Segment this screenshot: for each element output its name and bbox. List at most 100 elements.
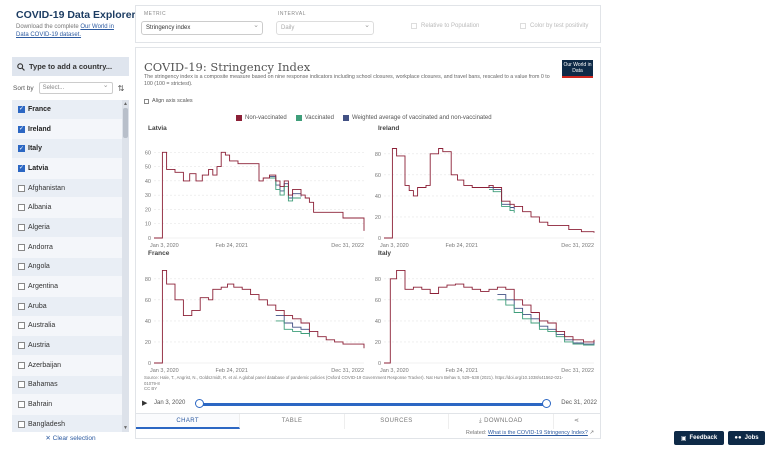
align-axis-toggle[interactable]: Align axis scales <box>144 98 193 104</box>
checked-checkbox-icon[interactable]: ✓ <box>18 125 25 133</box>
timeline-track[interactable] <box>199 403 546 406</box>
checked-checkbox-icon[interactable]: ✓ <box>18 105 25 113</box>
country-list-scrollbar[interactable]: ▲ ▼ <box>122 100 129 432</box>
chart-source: Source: Hale, T., Angrist, N., Goldszmid… <box>144 375 564 392</box>
facet-title: Latvia <box>148 125 167 132</box>
scroll-down-icon[interactable]: ▼ <box>123 425 128 431</box>
tab-table[interactable]: TABLE <box>240 414 345 429</box>
checkbox-icon[interactable] <box>18 283 25 291</box>
country-label: Algeria <box>28 223 50 231</box>
test-positivity-toggle[interactable]: Color by test positivity <box>520 23 588 29</box>
x-tick-label: Jan 3, 2020 <box>150 368 179 373</box>
facet-charts: Latvia 0 10 20 30 40 50 60 Jan 3, 2020 Feb 24, 20… <box>145 125 595 373</box>
checkbox-icon[interactable] <box>18 204 25 212</box>
country-item[interactable]: Albania <box>12 198 129 219</box>
owid-logo[interactable]: Our World in Data <box>562 60 593 78</box>
country-item[interactable]: Algeria <box>12 218 129 238</box>
country-item[interactable]: Bahrain <box>12 395 129 415</box>
interval-select[interactable]: Daily <box>276 20 374 35</box>
facet-latvia: Latvia 0 10 20 30 40 50 60 Jan 3, 2020 Feb 24, 20… <box>145 125 365 249</box>
country-item[interactable]: Aruba <box>12 297 129 317</box>
checkbox-icon[interactable] <box>18 381 25 389</box>
series-line-non-vaccinated <box>384 148 595 239</box>
related-article-link[interactable]: What is the COVID-19 Stringency Index? <box>487 430 588 436</box>
country-item[interactable]: ✓ France <box>12 100 129 120</box>
x-tick-label: Feb 24, 2021 <box>445 243 477 249</box>
checkbox-icon[interactable] <box>18 420 25 428</box>
align-checkbox[interactable] <box>144 98 149 104</box>
checkbox-icon[interactable] <box>18 184 25 192</box>
license-text: CC BY <box>144 386 158 391</box>
dataset-link[interactable]: Our World in Data COVID-19 dataset. <box>16 24 114 38</box>
y-tick-label: 0 <box>148 361 151 367</box>
country-item[interactable]: ✓ Latvia <box>12 159 129 179</box>
search-input[interactable]: Type to add a country... <box>29 62 113 71</box>
tab-chart[interactable]: CHART <box>136 414 241 429</box>
country-item[interactable]: ✓ Italy <box>12 139 129 160</box>
checkbox-icon[interactable] <box>18 322 25 330</box>
country-item[interactable]: Azerbaijan <box>12 355 129 376</box>
people-icon: ●● <box>734 435 742 441</box>
country-item[interactable]: Bangladesh <box>12 415 129 432</box>
sort-row: Sort by Select... ⇅ <box>12 80 129 96</box>
checkbox-icon[interactable] <box>18 263 25 271</box>
related-prefix: Related: <box>465 430 488 436</box>
series-line-vaccinated <box>489 189 515 213</box>
checkbox-icon[interactable] <box>18 302 25 310</box>
country-item[interactable]: Andorra <box>12 237 129 258</box>
sort-order-icon[interactable]: ⇅ <box>117 83 125 93</box>
country-item[interactable]: ✓ Ireland <box>12 119 129 140</box>
checkbox-icon[interactable] <box>18 361 25 369</box>
explorer-description: Download the complete Our World in Data … <box>16 23 128 39</box>
checkbox-icon[interactable] <box>18 401 25 409</box>
metric-select[interactable]: Stringency index <box>141 20 263 35</box>
timeline-start-handle[interactable] <box>195 399 204 408</box>
country-label: Argentina <box>28 283 58 291</box>
country-item[interactable]: Bahamas <box>12 376 129 396</box>
country-item[interactable]: Afghanistan <box>12 179 129 199</box>
feedback-button[interactable]: ▣ Feedback <box>674 431 724 445</box>
sort-select[interactable]: Select... <box>38 81 113 94</box>
legend-item[interactable]: Vaccinated <box>295 115 334 121</box>
country-sidebar: COVID-19 Data Explorer Download the comp… <box>12 6 136 442</box>
clear-selection-link[interactable]: ✕ Clear selection <box>45 435 96 442</box>
y-tick-label: 20 <box>375 340 381 346</box>
x-tick-label: Dec 31, 2022 <box>561 368 594 373</box>
country-item[interactable]: Austria <box>12 336 129 356</box>
legend-swatch <box>295 115 302 121</box>
share-button[interactable]: ⋖ <box>554 414 601 429</box>
relative-to-population-toggle[interactable]: Relative to Population <box>411 23 479 29</box>
tab-download[interactable]: ⤓ DOWNLOAD <box>449 414 554 429</box>
checked-checkbox-icon[interactable]: ✓ <box>18 164 25 172</box>
scrollbar-thumb[interactable] <box>123 108 128 138</box>
country-item[interactable]: Angola <box>12 258 129 278</box>
checkbox-icon[interactable] <box>18 342 25 350</box>
checkbox-icon[interactable] <box>18 243 25 251</box>
sort-label: Sort by <box>13 84 34 92</box>
country-item[interactable]: Argentina <box>12 277 129 297</box>
relative-checkbox[interactable] <box>411 23 417 29</box>
legend-item[interactable]: Weighted average of vaccinated and non-v… <box>342 115 492 121</box>
positivity-checkbox[interactable] <box>520 23 526 29</box>
facet-title: Ireland <box>378 125 399 132</box>
country-label: Latvia <box>28 164 49 172</box>
tab-sources[interactable]: SOURCES <box>345 414 450 429</box>
checkbox-icon[interactable] <box>18 223 25 231</box>
checked-checkbox-icon[interactable]: ✓ <box>18 145 25 153</box>
country-item[interactable]: Australia <box>12 316 129 337</box>
legend-item[interactable]: Non-vaccinated <box>236 115 287 121</box>
share-icon: ⋖ <box>574 418 580 424</box>
y-tick-label: 60 <box>375 298 381 304</box>
legend-swatch <box>342 115 349 121</box>
timeline-end-handle[interactable] <box>542 399 551 408</box>
scroll-up-icon[interactable]: ▲ <box>123 101 128 107</box>
jobs-button[interactable]: ●● Jobs <box>728 431 765 445</box>
series-line-non-vaccinated <box>154 269 365 364</box>
x-tick-label: Feb 24, 2021 <box>215 243 247 249</box>
x-tick-label: Dec 31, 2022 <box>331 368 364 373</box>
country-label: Australia <box>28 322 56 330</box>
series-line-weighted-average <box>497 294 595 345</box>
y-tick-label: 40 <box>145 179 151 185</box>
country-search[interactable]: Type to add a country... <box>12 57 129 76</box>
play-icon[interactable]: ▶ <box>142 400 148 407</box>
